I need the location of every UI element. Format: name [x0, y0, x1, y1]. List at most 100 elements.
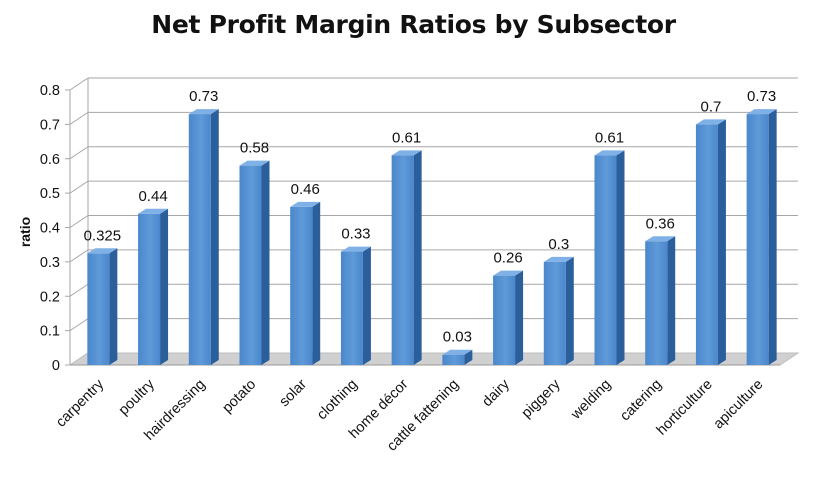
- chart-floor: [68, 352, 800, 366]
- floor-plane: [68, 352, 800, 366]
- bar: [442, 349, 473, 365]
- y-tick-label: 0.4: [40, 221, 60, 237]
- bar-side: [312, 201, 321, 365]
- bar-top: [138, 208, 169, 214]
- bar-front: [239, 165, 262, 365]
- bar-side: [616, 150, 625, 365]
- bar-front: [391, 155, 414, 365]
- data-label: 0.61: [392, 129, 421, 146]
- bar: [138, 208, 169, 365]
- bar-side: [464, 349, 473, 365]
- data-label: 0.46: [291, 181, 320, 198]
- gridline-slant: [69, 215, 89, 228]
- bar: [340, 246, 371, 365]
- data-label: 0.61: [595, 129, 624, 146]
- chart-title: Net Profit Margin Ratios by Subsector: [151, 10, 676, 39]
- bar-side: [515, 270, 524, 365]
- x-tick-label: welding: [568, 377, 615, 424]
- bar-side: [160, 208, 169, 365]
- y-tick-label: 0.1: [40, 324, 60, 340]
- gridline-slant: [69, 283, 89, 297]
- x-tick-label: solar: [276, 376, 310, 410]
- gridline-slant: [69, 77, 89, 91]
- bar-top: [442, 349, 473, 355]
- bar-front: [695, 124, 718, 365]
- data-label: 0.73: [189, 88, 218, 105]
- bar-top: [543, 256, 574, 262]
- bar-side: [768, 109, 777, 365]
- bar-top: [695, 119, 726, 125]
- bar-front: [493, 275, 516, 365]
- data-label: 0.7: [700, 98, 721, 115]
- data-label: 0.44: [138, 188, 167, 205]
- bar-side: [210, 109, 219, 365]
- y-tick-label: 0.8: [40, 83, 60, 99]
- y-tick-label: 0.6: [40, 152, 60, 168]
- y-tick-label: 0.7: [40, 117, 60, 133]
- bar: [543, 256, 574, 365]
- gridline-slant: [69, 318, 89, 332]
- bar-top: [594, 150, 625, 156]
- gridline-slant: [69, 180, 89, 194]
- bar-top: [391, 150, 422, 156]
- x-tick-label: catering: [617, 377, 665, 425]
- gridline-slant: [69, 249, 89, 263]
- y-axis-title: ratio: [17, 217, 33, 247]
- bar-side: [261, 160, 270, 365]
- bar-top: [290, 201, 321, 207]
- data-label: 0.73: [747, 88, 776, 105]
- y-tick-label: 0: [52, 358, 60, 374]
- bar-front: [290, 206, 313, 365]
- data-label: 0.03: [443, 329, 472, 346]
- bar: [239, 160, 270, 365]
- bar-top: [87, 248, 118, 254]
- x-tick-label: carpentry: [53, 376, 108, 431]
- data-label: 0.33: [341, 226, 370, 243]
- x-tick-label: potato: [219, 377, 259, 417]
- bar: [87, 248, 118, 365]
- data-label: 0.325: [84, 227, 122, 244]
- x-tick-label: piggery: [519, 376, 564, 421]
- data-label: 0.3: [548, 236, 569, 253]
- bar-front: [645, 241, 668, 365]
- bar-top: [340, 246, 371, 252]
- bar-front: [594, 155, 617, 365]
- bar: [290, 201, 321, 365]
- bar-side: [413, 150, 422, 365]
- y-tick-label: 0.5: [40, 186, 60, 202]
- data-label: 0.58: [240, 140, 269, 157]
- bar-front: [87, 253, 110, 365]
- data-label: 0.26: [493, 250, 522, 267]
- bar-side: [109, 248, 118, 365]
- bar: [188, 109, 219, 365]
- bar-top: [493, 270, 524, 276]
- y-axis-ticks: 0 0.1 0.2 0.3 0.4 0.5 0.6 0.7 0.8: [40, 83, 60, 374]
- bar-top: [746, 109, 777, 115]
- bar: [594, 150, 625, 365]
- x-tick-label: apiculture: [711, 377, 767, 433]
- y-tick-label: 0.3: [40, 255, 60, 271]
- bar: [493, 270, 524, 365]
- bar-front: [138, 213, 161, 365]
- bar: [391, 150, 422, 365]
- bar-front: [442, 354, 465, 365]
- bar-front: [543, 261, 566, 365]
- bar-front: [188, 114, 211, 365]
- bar-side: [667, 236, 676, 365]
- gridline-slant: [69, 146, 89, 160]
- bar: [645, 236, 676, 365]
- bar: [746, 109, 777, 365]
- gridlines: [65, 77, 798, 366]
- bar-front: [340, 251, 363, 365]
- bar-top: [239, 160, 270, 166]
- x-tick-label: poultry: [116, 376, 159, 419]
- gridline-slant: [69, 111, 89, 125]
- bar-top: [645, 236, 676, 242]
- bar: [695, 119, 726, 365]
- data-labels: 0.325 0.44 0.73 0.58 0.46 0.33 0.61 0.03 0.26 0.3…: [84, 88, 777, 346]
- y-tick-label: 0.2: [40, 289, 60, 305]
- bar-top: [188, 109, 219, 115]
- bar-side: [565, 256, 574, 365]
